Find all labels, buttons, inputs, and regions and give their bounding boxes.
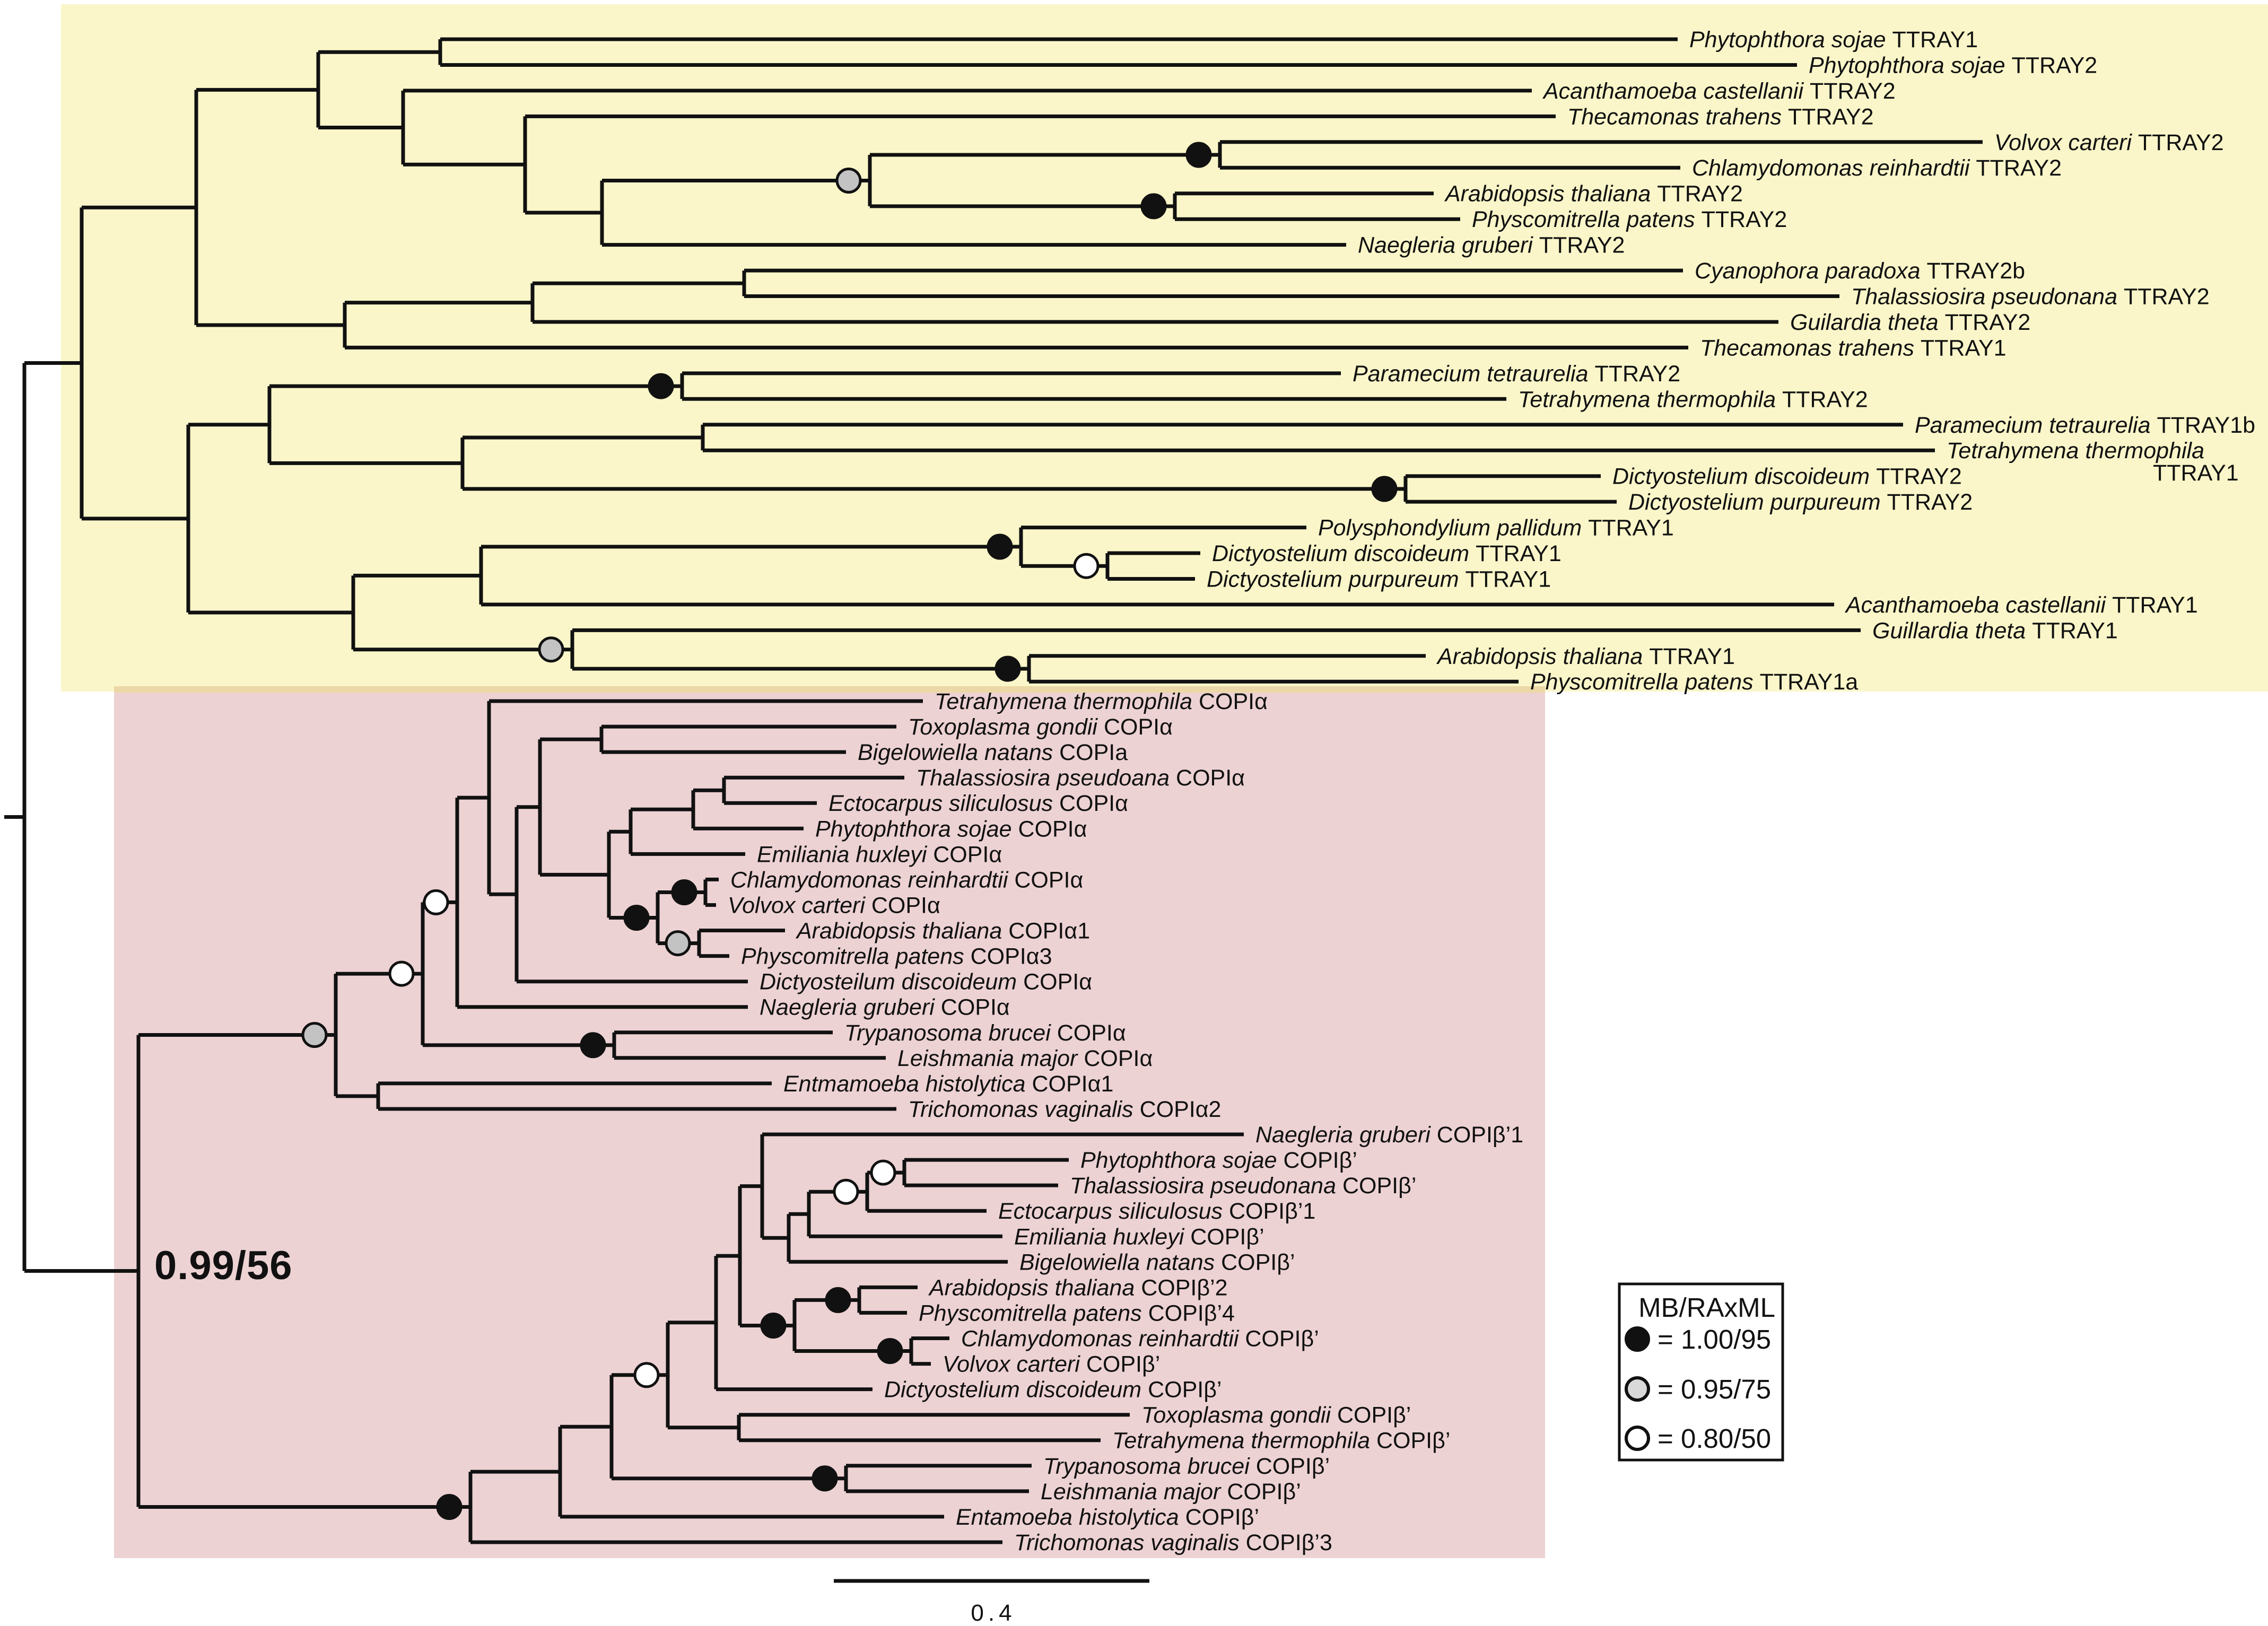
svg-text:Arabidopsis thaliana TTRAY2: Arabidopsis thaliana TTRAY2 xyxy=(1444,181,1743,207)
svg-text:TTRAY1: TTRAY1 xyxy=(2153,460,2239,486)
svg-text:Paramecium tetraurelia TTRAY2: Paramecium tetraurelia TTRAY2 xyxy=(1353,361,1680,387)
svg-text:Physcomitrella patens TTRAY1a: Physcomitrella patens TTRAY1a xyxy=(1530,669,1858,695)
svg-text:Thecamonas trahens TTRAY1: Thecamonas trahens TTRAY1 xyxy=(1700,335,2007,361)
svg-text:Arabidopsis thaliana COPIα1: Arabidopsis thaliana COPIα1 xyxy=(795,919,1090,944)
svg-text:Thecamonas trahens TTRAY2: Thecamonas trahens TTRAY2 xyxy=(1567,104,1874,129)
svg-text:Emiliania huxleyi COPIβ’: Emiliania huxleyi COPIβ’ xyxy=(1014,1224,1264,1249)
svg-text:Chlamydomonas reinhardtii TTRA: Chlamydomonas reinhardtii TTRAY2 xyxy=(1692,155,2062,181)
svg-text:MB/RAxML: MB/RAxML xyxy=(1638,1292,1775,1323)
svg-text:Arabidopsis thaliana COPIβ’2: Arabidopsis thaliana COPIβ’2 xyxy=(928,1275,1228,1300)
svg-text:Chlamydomonas reinhardtii COPI: Chlamydomonas reinhardtii COPIα xyxy=(730,867,1083,893)
svg-text:0.99/56: 0.99/56 xyxy=(154,1243,293,1288)
svg-text:Acanthamoeba castellanii TTRAY: Acanthamoeba castellanii TTRAY1 xyxy=(1844,592,2198,618)
svg-text:Physcomitrella patens COPIβ’4: Physcomitrella patens COPIβ’4 xyxy=(919,1300,1235,1326)
svg-text:Dictyostelium purpureum TTRAY2: Dictyostelium purpureum TTRAY2 xyxy=(1628,489,1973,515)
svg-text:Guilardia theta TTRAY2: Guilardia theta TTRAY2 xyxy=(1790,310,2030,335)
svg-text:Phytophthora sojae COPIβ’: Phytophthora sojae COPIβ’ xyxy=(1080,1148,1357,1173)
svg-text:Phytophthora sojae COPIα: Phytophthora sojae COPIα xyxy=(815,816,1087,842)
svg-text:Dictyostelium discoideum TTRAY: Dictyostelium discoideum TTRAY2 xyxy=(1612,464,1962,489)
svg-text:Physcomitrella patens COPIα3: Physcomitrella patens COPIα3 xyxy=(741,944,1052,969)
svg-text:Tetrahymena thermophila COPIβ’: Tetrahymena thermophila COPIβ’ xyxy=(1112,1428,1450,1454)
svg-text:Volvox carteri COPIβ’: Volvox carteri COPIβ’ xyxy=(943,1352,1160,1377)
svg-text:Arabidopsis thaliana TTRAY1: Arabidopsis thaliana TTRAY1 xyxy=(1436,644,1735,669)
svg-text:0.4: 0.4 xyxy=(971,1600,1016,1626)
svg-text:Chlamydomonas reinhardtii COPI: Chlamydomonas reinhardtii COPIβ’ xyxy=(961,1326,1319,1352)
svg-text:Naegleria gruberi COPIα: Naegleria gruberi COPIα xyxy=(760,995,1010,1020)
svg-text:Tetrahymena thermophila COPIα: Tetrahymena thermophila COPIα xyxy=(935,689,1268,714)
svg-text:Bigelowiella natans COPIa: Bigelowiella natans COPIa xyxy=(858,740,1128,765)
svg-text:= 1.00/95: = 1.00/95 xyxy=(1658,1324,1771,1354)
svg-text:Dictyostelium discoideum COPIβ: Dictyostelium discoideum COPIβ’ xyxy=(884,1377,1222,1403)
svg-text:Thalassiosira pseudonana COPIβ: Thalassiosira pseudonana COPIβ’ xyxy=(1070,1173,1416,1199)
svg-text:Naegleria gruberi TTRAY2: Naegleria gruberi TTRAY2 xyxy=(1358,233,1625,258)
svg-text:Naegleria gruberi COPIβ’1: Naegleria gruberi COPIβ’1 xyxy=(1255,1122,1523,1148)
svg-text:Phytophthora sojae TTRAY2: Phytophthora sojae TTRAY2 xyxy=(1809,53,2097,78)
svg-text:Polysphondylium pallidum TTRAY: Polysphondylium pallidum TTRAY1 xyxy=(1318,515,1674,541)
svg-text:Dictyosteilum discoideum COPIα: Dictyosteilum discoideum COPIα xyxy=(760,969,1092,995)
svg-text:Volvox carteri COPIα: Volvox carteri COPIα xyxy=(728,893,940,919)
svg-text:Emiliania huxleyi COPIα: Emiliania huxleyi COPIα xyxy=(757,842,1002,867)
svg-text:Thalassiosira pseudoana COPIα: Thalassiosira pseudoana COPIα xyxy=(916,765,1245,791)
svg-text:Volvox carteri TTRAY2: Volvox carteri TTRAY2 xyxy=(1994,130,2224,155)
svg-text:= 0.95/75: = 0.95/75 xyxy=(1658,1374,1771,1404)
svg-text:Dictyostelium purpureum TTRAY1: Dictyostelium purpureum TTRAY1 xyxy=(1207,567,1551,592)
svg-text:= 0.80/50: = 0.80/50 xyxy=(1658,1423,1771,1454)
svg-text:Paramecium tetraurelia TTRAY1b: Paramecium tetraurelia TTRAY1b xyxy=(1915,413,2255,438)
svg-text:Entmamoeba histolytica COPIα1: Entmamoeba histolytica COPIα1 xyxy=(783,1071,1113,1097)
svg-text:Dictyostelium discoideum TTRAY: Dictyostelium discoideum TTRAY1 xyxy=(1212,541,1562,566)
svg-text:Phytophthora sojae TTRAY1: Phytophthora sojae TTRAY1 xyxy=(1689,27,1978,53)
svg-text:Leishmania major COPIα: Leishmania major COPIα xyxy=(897,1046,1153,1071)
svg-text:Tetrahymena thermophila TTRAY2: Tetrahymena thermophila TTRAY2 xyxy=(1518,387,1868,412)
svg-text:Bigelowiella natans COPIβ’: Bigelowiella natans COPIβ’ xyxy=(1019,1249,1295,1275)
svg-text:Thalassiosira pseudonana TTRAY: Thalassiosira pseudonana TTRAY2 xyxy=(1851,284,2210,310)
svg-text:Ectocarpus siliculosus COPIβ’1: Ectocarpus siliculosus COPIβ’1 xyxy=(998,1199,1315,1224)
svg-text:Toxoplasma gondii COPIβ’: Toxoplasma gondii COPIβ’ xyxy=(1141,1403,1411,1428)
svg-text:Trichomonas vaginalis COPIβ’3: Trichomonas vaginalis COPIβ’3 xyxy=(1014,1530,1332,1555)
svg-text:Guillardia theta TTRAY1: Guillardia theta TTRAY1 xyxy=(1872,618,2118,643)
svg-text:Trypanosoma brucei COPIα: Trypanosoma brucei COPIα xyxy=(844,1020,1126,1046)
svg-text:Cyanophora paradoxa TTRAY2b: Cyanophora paradoxa TTRAY2b xyxy=(1695,258,2025,284)
svg-text:Ectocarpus siliculosus COPIα: Ectocarpus siliculosus COPIα xyxy=(828,791,1128,816)
svg-text:Trypanosoma brucei COPIβ’: Trypanosoma brucei COPIβ’ xyxy=(1043,1454,1330,1479)
svg-text:Toxoplasma gondii COPIα: Toxoplasma gondii COPIα xyxy=(908,714,1173,740)
svg-text:Entamoeba histolytica COPIβ’: Entamoeba histolytica COPIβ’ xyxy=(956,1505,1259,1530)
svg-text:Tetrahymena thermophila: Tetrahymena thermophila xyxy=(1947,438,2204,464)
svg-text:Acanthamoeba castellanii TTRAY: Acanthamoeba castellanii TTRAY2 xyxy=(1542,78,1896,104)
svg-text:Trichomonas vaginalis COPIα2: Trichomonas vaginalis COPIα2 xyxy=(908,1097,1221,1122)
svg-text:Physcomitrella patens TTRAY2: Physcomitrella patens TTRAY2 xyxy=(1472,207,1787,232)
svg-text:Leishmania major COPIβ’: Leishmania major COPIβ’ xyxy=(1041,1479,1301,1505)
